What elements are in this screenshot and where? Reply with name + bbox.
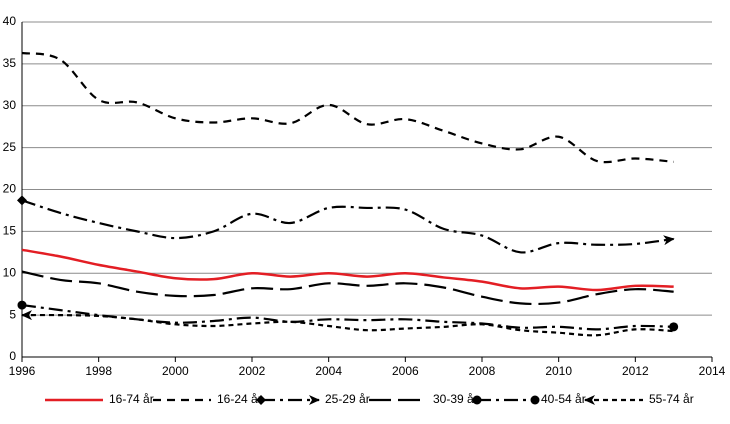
y-tick-label: 15 xyxy=(3,224,17,238)
x-tick-label: 2014 xyxy=(699,364,726,378)
series-line xyxy=(21,310,674,337)
x-tick-label: 2012 xyxy=(622,364,649,378)
x-tick-label: 1996 xyxy=(9,364,36,378)
y-tick-label: 0 xyxy=(9,349,16,363)
series-line xyxy=(17,300,679,332)
x-tick-label: 2008 xyxy=(469,364,496,378)
legend-label: 16-24 år xyxy=(217,392,262,406)
x-tick-label: 2010 xyxy=(545,364,572,378)
x-tick-label: 2000 xyxy=(162,364,189,378)
y-tick-label: 25 xyxy=(3,140,17,154)
y-tick-label: 20 xyxy=(3,182,17,196)
y-tick-label: 10 xyxy=(3,265,17,279)
y-tick-label: 5 xyxy=(9,307,16,321)
x-tick-label: 2002 xyxy=(239,364,266,378)
series-line xyxy=(17,195,675,254)
y-tick-label: 40 xyxy=(3,14,17,28)
x-tick-label: 1998 xyxy=(85,364,112,378)
x-tick-label: 2006 xyxy=(392,364,419,378)
legend-label: 55-74 år xyxy=(649,392,694,406)
series-line xyxy=(21,51,674,164)
legend-label: 25-29 år xyxy=(325,392,370,406)
x-tick-label: 2004 xyxy=(315,364,342,378)
legend-label: 16-74 år xyxy=(109,392,154,406)
y-tick-label: 30 xyxy=(3,98,17,112)
legend-label: 40-54 år xyxy=(541,392,586,406)
series-line xyxy=(21,248,674,292)
y-tick-label: 35 xyxy=(3,56,17,70)
series-line xyxy=(21,270,674,306)
legend-label: 30-39 år xyxy=(433,392,478,406)
